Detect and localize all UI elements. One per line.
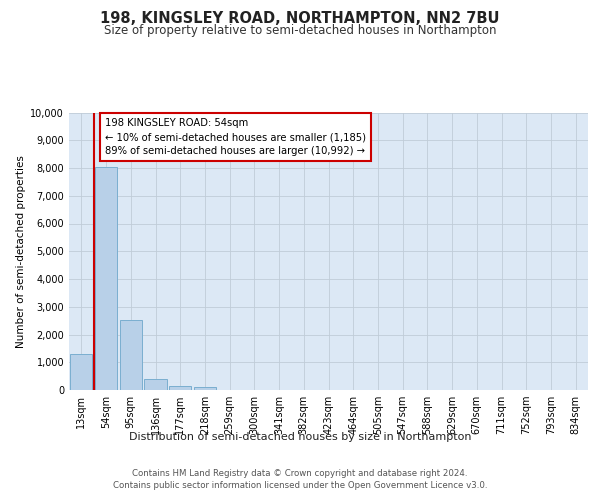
Bar [169,386,191,390]
Bar [95,166,117,390]
Y-axis label: Number of semi-detached properties: Number of semi-detached properties [16,155,26,348]
Text: Contains public sector information licensed under the Open Government Licence v3: Contains public sector information licen… [113,481,487,490]
Bar [194,387,216,390]
Text: Size of property relative to semi-detached houses in Northampton: Size of property relative to semi-detach… [104,24,496,37]
Bar [70,354,92,390]
Bar [119,320,142,390]
Text: Contains HM Land Registry data © Crown copyright and database right 2024.: Contains HM Land Registry data © Crown c… [132,469,468,478]
Bar [145,379,167,390]
Text: Distribution of semi-detached houses by size in Northampton: Distribution of semi-detached houses by … [129,432,471,442]
Text: 198, KINGSLEY ROAD, NORTHAMPTON, NN2 7BU: 198, KINGSLEY ROAD, NORTHAMPTON, NN2 7BU [100,11,500,26]
Text: 198 KINGSLEY ROAD: 54sqm
← 10% of semi-detached houses are smaller (1,185)
89% o: 198 KINGSLEY ROAD: 54sqm ← 10% of semi-d… [106,118,367,156]
